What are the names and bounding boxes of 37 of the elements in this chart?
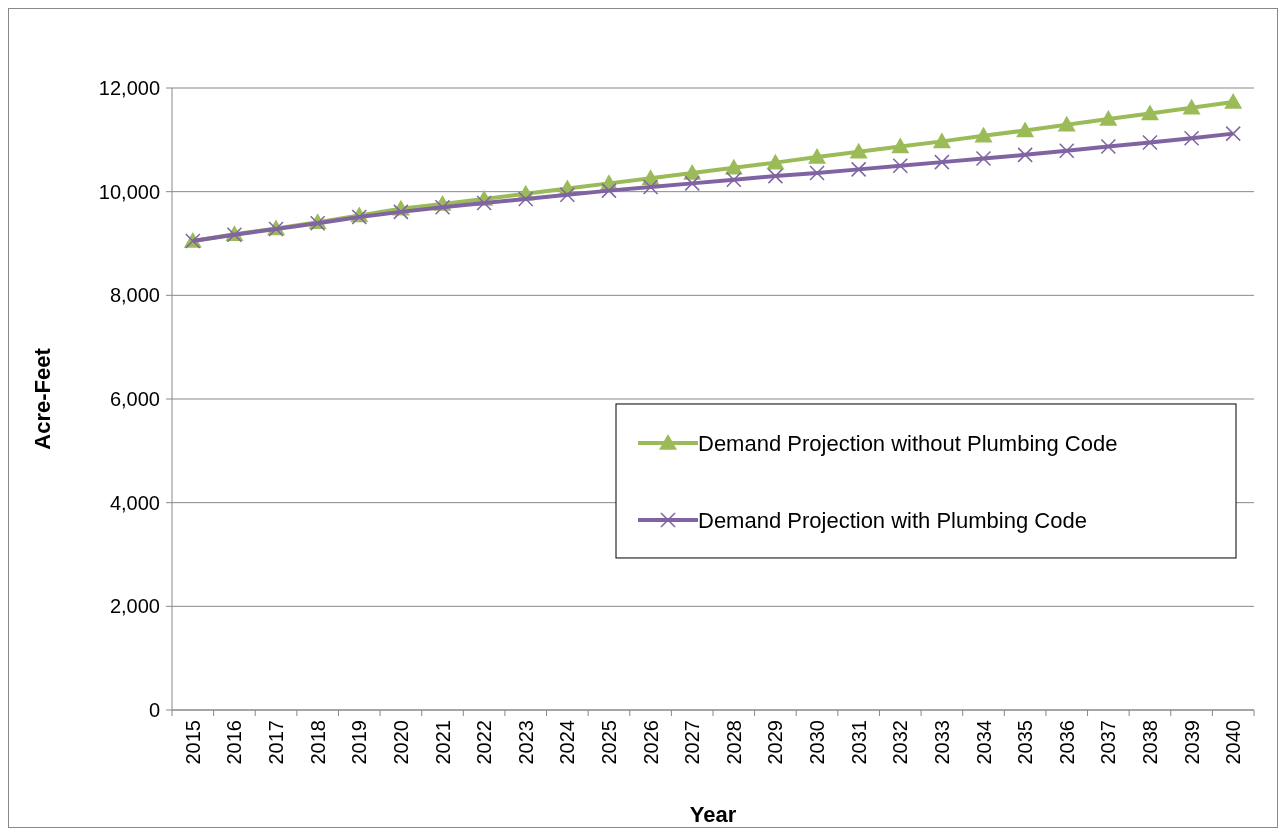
x-tick-label: 2030	[806, 720, 829, 765]
x-tick-label: 2035	[1014, 720, 1037, 765]
x-tick-label: 2031	[847, 720, 870, 765]
x-tick-label: 2033	[930, 720, 953, 765]
y-tick-label: 6,000	[109, 388, 160, 410]
x-tick-label: 2021	[431, 720, 454, 765]
x-tick-label: 2026	[639, 720, 662, 765]
y-axis-title: Acre-Feet	[30, 347, 55, 450]
y-tick-label: 2,000	[109, 595, 160, 618]
x-tick-label: 2018	[306, 720, 329, 765]
y-tick-label: 10,000	[98, 180, 160, 203]
legend-label: Demand Projection with Plumbing Code	[698, 507, 1087, 533]
x-tick-label: 2016	[223, 720, 246, 765]
x-tick-label: 2039	[1180, 720, 1203, 765]
x-tick-label: 2015	[181, 720, 204, 765]
x-tick-label: 2025	[597, 720, 620, 765]
x-tick-label: 2028	[722, 720, 745, 765]
y-tick-label: 8,000	[109, 284, 160, 307]
y-tick-label: 0	[148, 699, 160, 721]
x-tick-label: 2040	[1222, 720, 1245, 765]
y-tick-label: 12,000	[98, 77, 160, 99]
x-tick-label: 2029	[764, 720, 787, 765]
x-tick-label: 2038	[1138, 720, 1161, 765]
x-tick-label: 2037	[1097, 720, 1120, 765]
x-tick-label: 2027	[681, 720, 704, 765]
x-tick-label: 2019	[348, 720, 371, 765]
x-tick-label: 2036	[1055, 720, 1078, 765]
x-tick-label: 2017	[265, 720, 288, 765]
x-tick-label: 2024	[556, 720, 579, 765]
x-tick-label: 2034	[972, 720, 995, 765]
y-tick-label: 4,000	[109, 491, 160, 514]
x-axis-title: Year	[689, 802, 737, 827]
legend-label: Demand Projection without Plumbing Code	[698, 430, 1118, 456]
x-tick-label: 2032	[889, 720, 912, 765]
x-tick-label: 2020	[389, 720, 412, 765]
x-tick-label: 2023	[514, 720, 537, 765]
x-tick-label: 2022	[473, 720, 496, 765]
